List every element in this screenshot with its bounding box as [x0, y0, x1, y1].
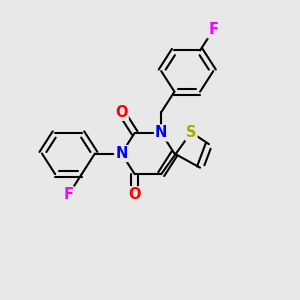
Text: S: S: [186, 125, 196, 140]
Text: O: O: [115, 105, 128, 120]
Text: F: F: [208, 22, 218, 38]
Text: N: N: [155, 125, 167, 140]
Text: N: N: [115, 146, 128, 161]
Text: O: O: [128, 187, 141, 202]
Text: F: F: [63, 187, 74, 202]
